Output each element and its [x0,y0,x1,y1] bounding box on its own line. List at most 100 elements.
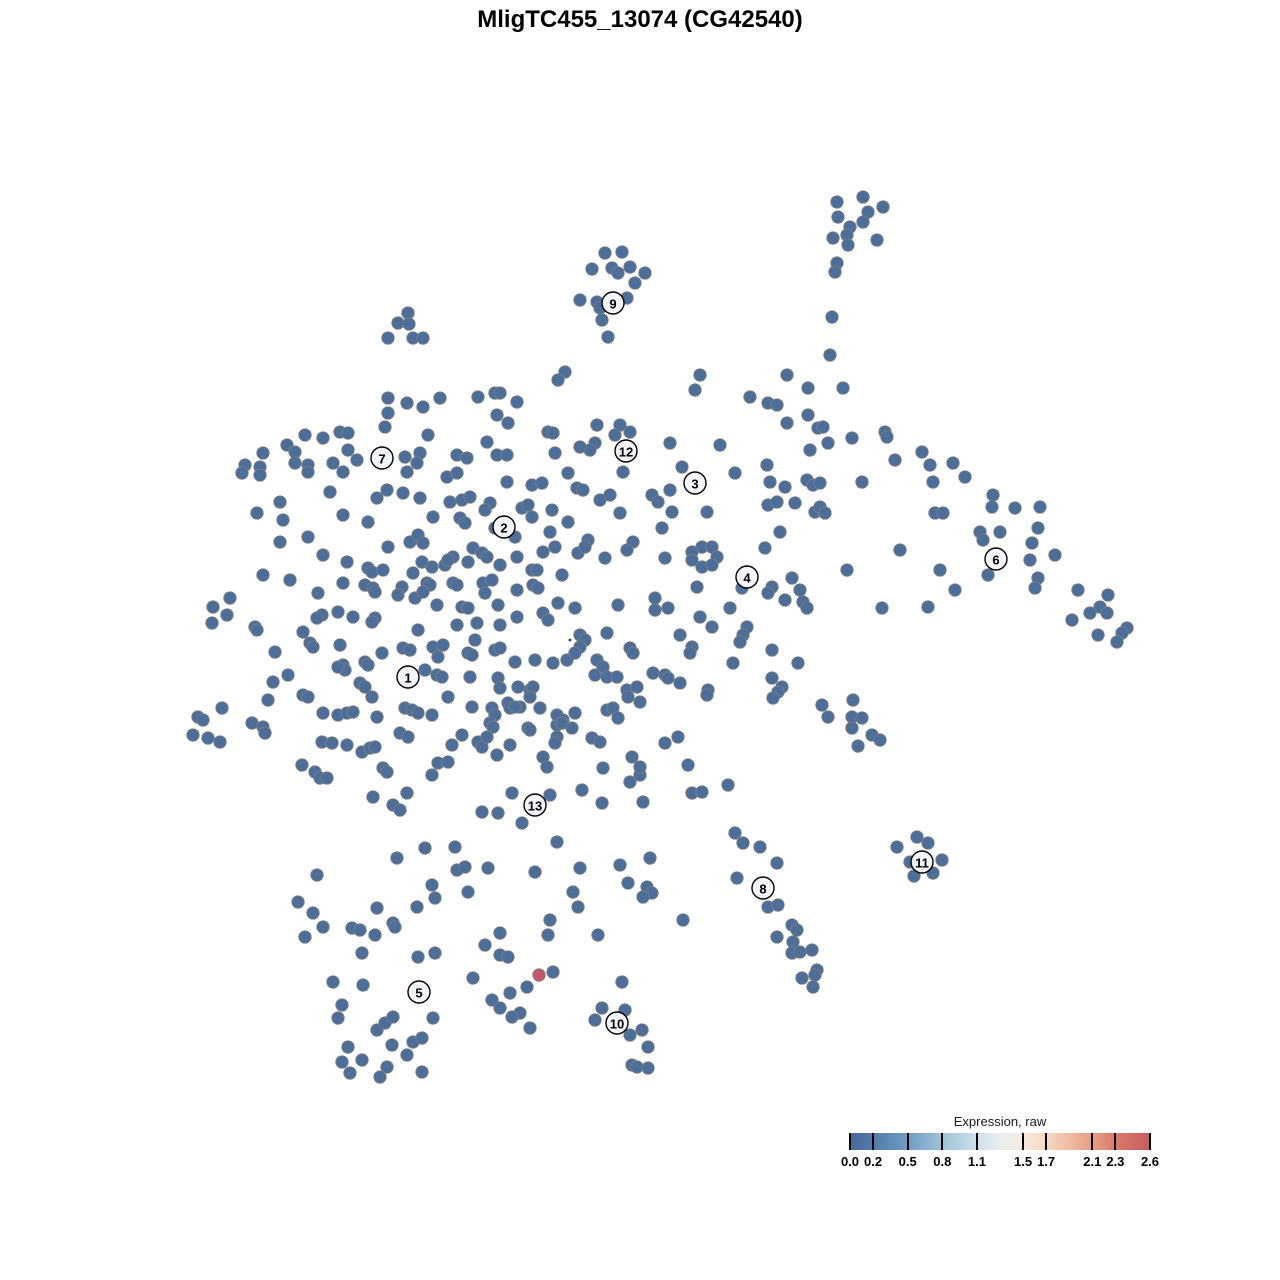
data-point [508,700,522,714]
data-point [461,885,475,899]
data-point [468,633,482,647]
legend-tick-label: 1.7 [1037,1154,1056,1169]
data-point [576,483,590,497]
data-point [480,730,494,744]
data-point [621,876,635,890]
cluster-label-2: 2 [492,515,516,539]
data-point [415,1065,429,1079]
data-point [610,670,624,684]
data-point [981,568,995,582]
data-point [818,506,832,520]
cluster-label-number: 8 [759,881,766,896]
data-point [365,565,379,579]
data-point [573,293,587,307]
data-point [341,426,355,440]
data-point [608,428,622,442]
cluster-label-circle [605,1011,629,1035]
data-point [370,491,384,505]
data-point [695,785,709,799]
data-point [646,666,660,680]
data-point [793,583,807,597]
data-point [256,568,270,582]
legend-tick-label: 0.2 [864,1154,883,1169]
data-point [365,615,379,629]
data-point [876,200,890,214]
data-point [480,550,494,564]
data-point [831,210,845,224]
legend-tick-label: 0.0 [840,1154,860,1169]
data-point [320,771,334,785]
data-point [743,390,757,404]
data-point [685,553,699,567]
data-point [841,238,855,252]
data-point [366,790,380,804]
data-point [641,1061,655,1075]
data-point [855,475,869,489]
data-point [845,721,859,735]
cluster-label-circle [683,471,707,495]
data-point [331,605,345,619]
data-point [298,428,312,442]
data-point [828,265,842,279]
data-point [851,739,865,753]
data-point [431,650,445,664]
data-point [561,466,575,480]
data-point [356,978,370,992]
data-point [801,408,815,422]
data-point [455,728,469,742]
legend-tick-mark [1022,1133,1025,1150]
data-point [721,778,735,792]
data-point [791,656,805,670]
legend-tick-mark [849,1133,851,1150]
data-point [361,658,375,672]
data-point [778,593,792,607]
data-point [628,276,642,290]
cluster-label-circle [984,547,1008,571]
data-point [418,841,432,855]
data-point [601,330,615,344]
data-point [545,503,559,517]
data-point [336,508,350,522]
data-point [505,1010,519,1024]
data-point [510,395,524,409]
data-point [1110,635,1124,649]
data-point [613,858,627,872]
data-point [551,373,565,387]
data-point [403,643,417,657]
data-point [450,578,464,592]
cluster-label-3: 3 [683,471,707,495]
data-point [630,680,644,694]
cluster-label-11: 11 [910,850,934,874]
data-point [541,613,555,627]
data-point [728,826,742,840]
cluster-label-13: 13 [523,793,547,817]
legend-tick-mark [941,1133,944,1150]
data-point [346,610,360,624]
data-point [288,445,302,459]
data-point [1091,628,1105,642]
cluster-label-number: 11 [915,855,929,870]
data-point [780,368,794,382]
data-point [948,583,962,597]
data-point [478,586,492,600]
data-point [416,585,430,599]
legend-tick-mark [1149,1133,1151,1150]
cluster-label-10: 10 [605,1011,629,1035]
data-point [493,926,507,940]
data-point [415,1031,429,1045]
data-point [760,458,774,472]
data-point [358,680,372,694]
data-point [1101,588,1115,602]
data-point [936,506,950,520]
data-point [250,506,264,520]
legend-tick-label: 0.5 [898,1154,917,1169]
data-point [402,317,416,331]
data-point [213,735,227,749]
data-point [326,456,340,470]
data-point [465,648,479,662]
data-point [590,418,604,432]
data-point [675,460,689,474]
data-point [381,406,395,420]
data-point [375,646,389,660]
data-point [541,928,555,942]
